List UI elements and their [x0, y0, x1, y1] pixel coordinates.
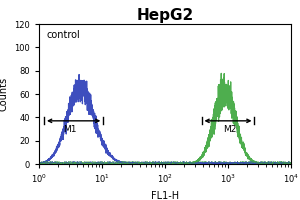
- X-axis label: FL1-H: FL1-H: [151, 191, 179, 200]
- Text: M2: M2: [223, 126, 236, 134]
- Text: M1: M1: [63, 126, 76, 134]
- Title: HepG2: HepG2: [136, 8, 194, 23]
- Y-axis label: Counts: Counts: [0, 77, 9, 111]
- Text: control: control: [46, 30, 80, 40]
